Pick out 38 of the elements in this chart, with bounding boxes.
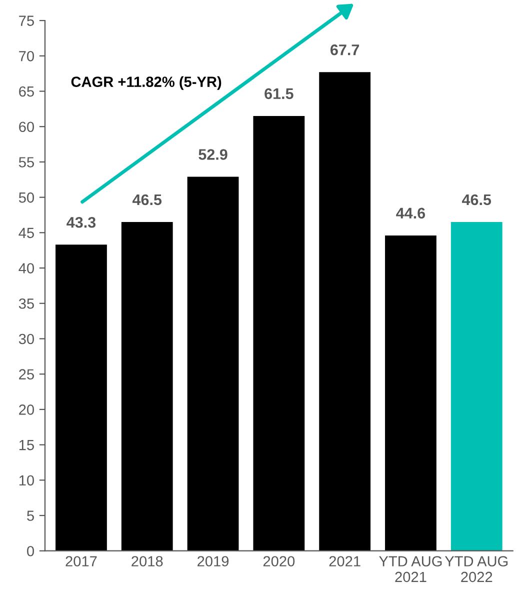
y-tick-label: 5	[27, 510, 34, 521]
y-tick-label: 30	[18, 334, 34, 344]
y-tick-label: 40	[18, 263, 34, 274]
x-tick-label: 2017	[66, 556, 97, 566]
data-label: 52.9	[198, 149, 228, 160]
y-tick-label: 60	[19, 122, 34, 132]
y-tick-label: 45	[18, 228, 34, 238]
bar	[253, 116, 305, 551]
y-tick-label: 50	[18, 192, 34, 203]
bar	[187, 176, 239, 551]
x-tick-label: YTD AUG 2021	[379, 556, 442, 582]
bar	[121, 222, 173, 551]
y-tick-label: 15	[19, 440, 34, 450]
data-label: 46.5	[132, 194, 162, 206]
y-tick-label: 25	[19, 369, 34, 380]
data-label: 67.7	[330, 44, 360, 56]
x-tick-label: 2019	[198, 556, 229, 566]
y-tick-label: 55	[18, 157, 34, 168]
data-label: 43.3	[66, 216, 96, 228]
y-tick-label: 35	[18, 298, 34, 309]
data-label: 46.5	[462, 194, 492, 206]
data-label: 44.6	[396, 208, 426, 219]
data-label: 61.5	[264, 88, 294, 100]
x-tick-label: 2021	[329, 556, 360, 566]
annotation: CAGR +11.82% (5-YR)	[71, 76, 222, 90]
x-tick-label: 2020	[263, 556, 295, 566]
bar	[385, 235, 436, 551]
bar	[56, 244, 107, 551]
y-tick-label: 20	[19, 404, 34, 415]
bar	[319, 72, 371, 551]
x-tick-label: YTD AUG 2022	[444, 556, 508, 582]
y-tick-label: 70	[19, 50, 34, 62]
bar	[450, 222, 502, 551]
y-tick-label: 75	[19, 16, 34, 26]
y-tick-label: 0	[27, 546, 34, 556]
x-tick-label: 2018	[132, 556, 163, 566]
y-tick-label: 10	[19, 475, 34, 486]
y-tick-label: 65	[19, 86, 34, 97]
